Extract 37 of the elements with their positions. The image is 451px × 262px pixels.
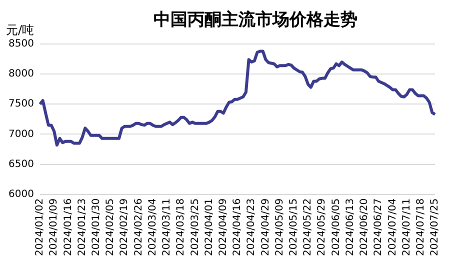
x-tick-label: 2024/03/18	[176, 198, 187, 256]
x-tick-label: 2024/04/09	[218, 198, 229, 256]
x-tick-label: 2024/07/18	[415, 198, 426, 256]
x-tick-label: 2024/07/11	[401, 198, 412, 256]
x-tick-label: 2024/03/04	[147, 198, 158, 256]
x-tick-label: 2024/05/15	[288, 198, 300, 256]
x-tick-label: 2024/01/16	[62, 198, 74, 256]
y-tick-label: 7500	[8, 98, 34, 110]
y-tick-label: 8500	[8, 38, 34, 50]
x-tick-label: 2024/06/05	[330, 198, 342, 256]
y-axis-title: 元/吨	[6, 22, 34, 39]
x-tick-label: 2024/02/19	[119, 198, 130, 256]
x-tick-label: 2024/06/13	[344, 198, 356, 256]
y-tick-label: 7000	[8, 128, 34, 140]
x-tick-label: 2024/04/01	[204, 198, 215, 256]
x-tick-label: 2024/05/09	[274, 198, 286, 256]
x-tick-label: 2024/07/25	[430, 198, 441, 256]
x-tick-label: 2024/06/20	[359, 198, 370, 256]
x-tick-label: 2024/04/29	[260, 198, 272, 256]
x-tick-label: 2024/01/30	[91, 198, 102, 256]
x-tick-label: 2024/03/25	[190, 198, 201, 256]
chart-title: 中国丙酮主流市场价格走势	[152, 9, 358, 31]
y-tick-label: 6000	[8, 188, 34, 200]
x-tick-label: 2024/04/23	[246, 198, 258, 256]
y-tick-label: 6500	[8, 158, 34, 170]
x-tick-label: 2024/03/11	[162, 198, 173, 256]
x-tick-label: 2024/06/27	[373, 198, 384, 256]
x-tick-label: 2024/07/04	[387, 198, 398, 256]
x-tick-label: 2024/01/09	[48, 198, 60, 256]
x-tick-label: 2024/05/22	[302, 198, 314, 256]
y-tick-label: 8000	[8, 68, 34, 80]
x-tick-label: 2024/01/23	[76, 198, 88, 256]
x-tick-label: 2024/04/16	[232, 198, 244, 256]
x-tick-label: 2024/01/02	[34, 198, 46, 256]
x-tick-label: 2024/02/26	[133, 198, 144, 256]
x-tick-label: 2024/05/29	[316, 198, 328, 256]
x-tick-label: 2024/02/05	[105, 198, 116, 256]
